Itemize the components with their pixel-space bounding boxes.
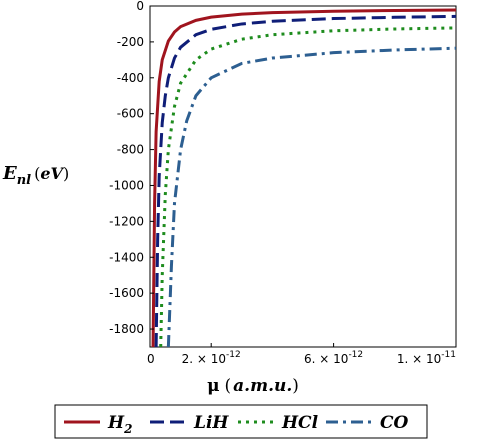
x-axis-title-paren-open: (: [225, 376, 232, 396]
y-tick-label: -1600: [109, 286, 144, 300]
x-axis-title-main: μ: [207, 376, 219, 396]
plot-frame: [149, 5, 457, 348]
y-axis-title-paren-close: ): [63, 164, 69, 183]
y-tick-label: -1000: [109, 178, 144, 192]
series-line-lih: [154, 14, 456, 347]
y-axis-title-main: E: [2, 163, 17, 184]
y-tick-label: -1200: [109, 214, 144, 228]
y-tick-label: -800: [117, 143, 144, 157]
legend-label-hcl: HCl: [281, 413, 319, 433]
y-axis-title: Enl (eV): [2, 163, 69, 188]
y-tick-label: -1800: [109, 322, 144, 336]
y-axis-ticks: 0 -200 -400 -600 -800 -1000 -1200 -1400 -1600 -18…: [109, 0, 154, 336]
x-tick-label: 0: [147, 352, 155, 366]
series-layer: [151, 8, 456, 347]
y-tick-label: -600: [117, 107, 144, 121]
legend-label-lih: LiH: [193, 413, 229, 433]
x-axis-ticks: 0 2. × 10-12 6. × 10-12 1. × 10-11: [147, 343, 457, 366]
x-tick-label: 1. × 10-11: [397, 350, 456, 366]
y-tick-label: -400: [117, 71, 144, 85]
series-line-hcl: [159, 26, 456, 347]
y-axis-title-sub: nl: [17, 173, 31, 188]
y-tick-label: 0: [136, 0, 144, 13]
x-axis-title-unit: a.m.u.: [233, 376, 292, 396]
x-axis-title: μ (a.m.u.): [207, 376, 299, 396]
x-tick-label: 6. × 10-12: [304, 350, 363, 366]
y-axis-title-paren-open: (: [34, 164, 40, 183]
y-tick-label: -200: [117, 35, 144, 49]
legend-label-co: CO: [380, 413, 409, 433]
plot-area: [149, 5, 457, 348]
legend: H2 LiH HCl CO: [54, 404, 428, 439]
series-line-h2: [151, 8, 456, 347]
x-tick-label: 2. × 10-12: [182, 350, 241, 366]
y-axis-title-unit: eV: [40, 164, 64, 183]
series-line-co: [166, 46, 456, 347]
x-axis-title-paren-close: ): [292, 376, 299, 396]
legend-label-h2: H2: [107, 413, 132, 436]
y-tick-label: -1400: [109, 250, 144, 264]
